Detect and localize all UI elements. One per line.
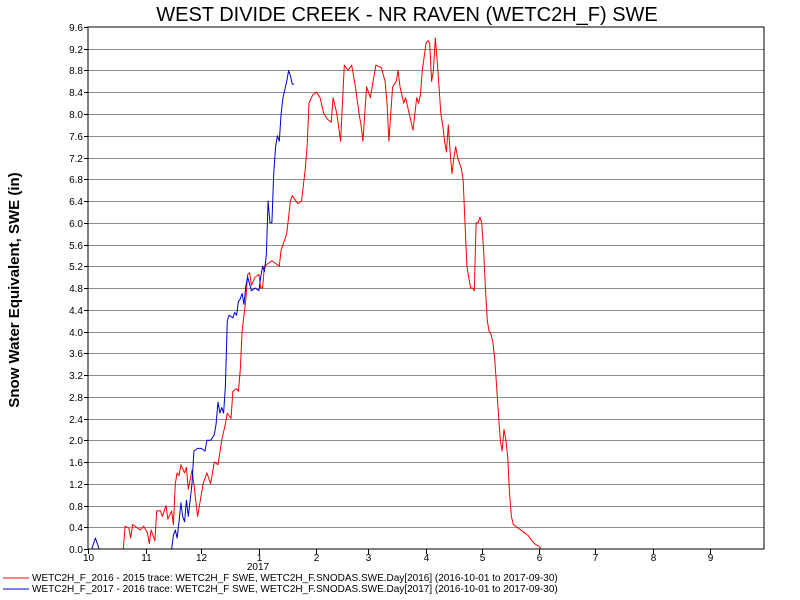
legend-entry: WETC2H_F_2017 - 2016 trace: WETC2H_F SWE… bbox=[32, 584, 558, 595]
y-tick-label: 9.6 bbox=[69, 23, 83, 34]
x-axis-ticks: 10 11 12 1 2 3 4 5 6 7 8 9 bbox=[83, 549, 714, 564]
y-tick-label: 7.2 bbox=[69, 154, 83, 165]
x-tick-label: 11 bbox=[141, 553, 152, 564]
y-tick-label: 4.4 bbox=[69, 306, 83, 317]
series-layer bbox=[88, 37, 764, 550]
y-tick-label: 3.2 bbox=[69, 371, 83, 382]
legend: WETC2H_F_2016 - 2015 trace: WETC2H_F SWE… bbox=[3, 573, 558, 595]
x-tick-label: 2 bbox=[314, 553, 320, 564]
x-axis-year-label: 2017 bbox=[247, 562, 270, 573]
y-tick-label: 8.0 bbox=[69, 110, 83, 121]
y-tick-label: 8.4 bbox=[69, 88, 83, 99]
y-tick-label: 8.8 bbox=[69, 66, 83, 77]
y-tick-label: 5.2 bbox=[69, 262, 83, 273]
y-tick-label: 2.0 bbox=[69, 436, 83, 447]
y-tick-label: 6.4 bbox=[69, 197, 83, 208]
y-tick-label: 6.0 bbox=[69, 219, 83, 230]
grid bbox=[88, 49, 764, 528]
x-tick-label: 4 bbox=[424, 553, 430, 564]
y-tick-label: 1.6 bbox=[69, 458, 83, 469]
x-tick-label: 5 bbox=[480, 553, 486, 564]
y-tick-label: 4.8 bbox=[69, 284, 83, 295]
x-tick-label: 3 bbox=[366, 553, 372, 564]
y-tick-label: 0.4 bbox=[69, 523, 83, 534]
x-tick-label: 7 bbox=[593, 553, 599, 564]
x-tick-label: 6 bbox=[537, 553, 543, 564]
x-tick-label: 8 bbox=[651, 553, 657, 564]
y-tick-label: 6.8 bbox=[69, 175, 83, 186]
chart-title: WEST DIVIDE CREEK - NR RAVEN (WETC2H_F) … bbox=[156, 4, 658, 26]
y-tick-label: 9.2 bbox=[69, 45, 83, 56]
x-tick-label: 10 bbox=[83, 553, 95, 564]
y-axis-label: Snow Water Equivalent, SWE (in) bbox=[6, 172, 23, 407]
x-tick-label: 1 bbox=[257, 553, 263, 564]
y-tick-label: 1.2 bbox=[69, 480, 83, 491]
series-line-2 bbox=[88, 70, 295, 550]
y-axis-ticks: 0.0 0.4 0.8 1.2 1.6 2.0 2.4 2.8 3.2 3.6 4.0 4.4 4.8 5… bbox=[69, 23, 88, 556]
x-tick-label: 9 bbox=[708, 553, 714, 564]
y-tick-label: 2.8 bbox=[69, 393, 83, 404]
y-tick-label: 2.4 bbox=[69, 415, 83, 426]
y-tick-label: 0.8 bbox=[69, 502, 83, 513]
y-tick-label: 3.6 bbox=[69, 349, 83, 360]
legend-entry: WETC2H_F_2016 - 2015 trace: WETC2H_F SWE… bbox=[32, 573, 558, 584]
y-tick-label: 0.0 bbox=[69, 545, 83, 556]
y-tick-label: 4.0 bbox=[69, 328, 83, 339]
x-tick-label: 12 bbox=[196, 553, 208, 564]
y-tick-label: 7.6 bbox=[69, 132, 83, 143]
y-tick-label: 5.6 bbox=[69, 241, 83, 252]
